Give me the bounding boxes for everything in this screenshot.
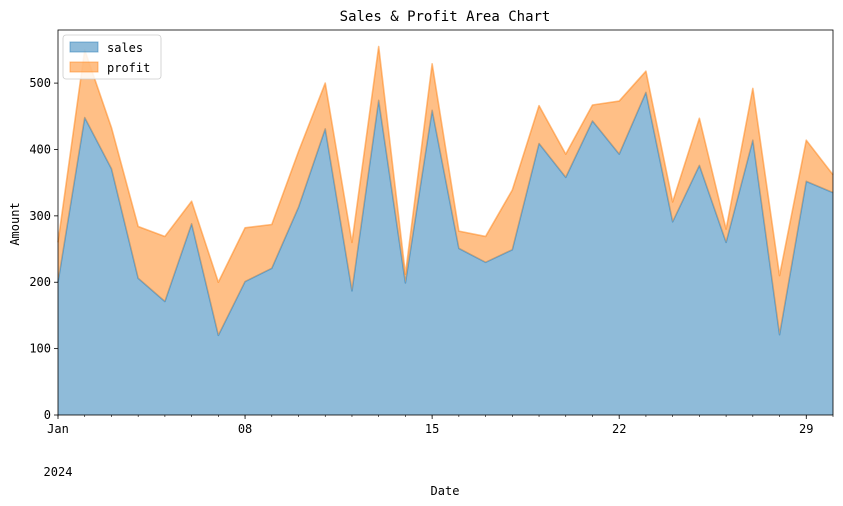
x-axis-title: Date	[431, 484, 460, 498]
legend: sales profit	[62, 34, 162, 80]
plot-frame	[57, 29, 834, 416]
y-tick-label: 500	[29, 76, 51, 90]
plot-area	[57, 45, 834, 416]
sales-area	[58, 92, 833, 416]
axes: 0 100 200 300 400 500 Jan 2024 08 15 22 29	[29, 29, 834, 479]
legend-label-sales: sales	[107, 41, 143, 55]
y-tick-label: 0	[44, 408, 51, 422]
x-tick-label: 29	[799, 422, 813, 436]
x-tick-label: 22	[612, 422, 626, 436]
y-axis-title: Amount	[8, 202, 22, 245]
chart-title: Sales & Profit Area Chart	[340, 9, 551, 25]
y-tick-label: 400	[29, 142, 51, 156]
y-tick-label: 300	[29, 209, 51, 223]
x-tick-label: Jan	[47, 422, 69, 436]
x-tick-label: 15	[425, 422, 439, 436]
legend-swatch-profit	[69, 61, 99, 73]
y-tick-label: 200	[29, 275, 51, 289]
y-tick-label: 100	[29, 342, 51, 356]
legend-swatch-sales	[69, 41, 99, 53]
x-tick-label: 08	[238, 422, 252, 436]
profit-line	[57, 45, 834, 284]
x-tick-sublabel: 2024	[44, 465, 73, 479]
legend-label-profit: profit	[107, 61, 150, 75]
profit-area	[58, 46, 833, 336]
